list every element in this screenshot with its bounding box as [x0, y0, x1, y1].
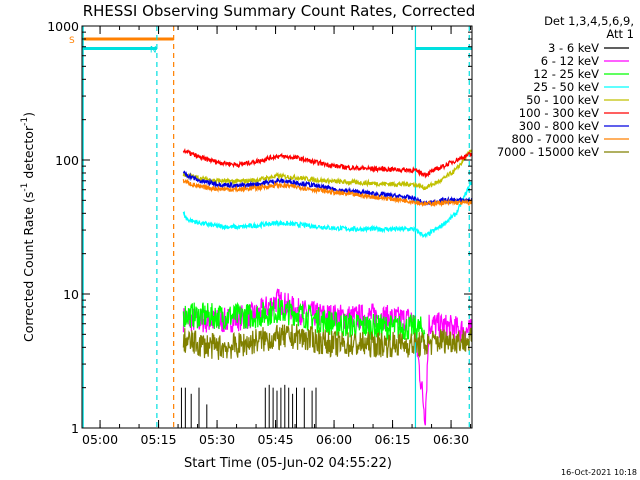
series-100-300-kev: [182, 148, 473, 179]
legend-label: 3 - 6 keV: [548, 41, 599, 55]
series-7000-15000-kev-line: [182, 324, 473, 360]
series-3-6-kev: [180, 384, 317, 428]
legend-label: 6 - 12 keV: [541, 54, 599, 68]
y-tick-label: 1: [71, 421, 79, 436]
legend-label: 300 - 800 keV: [519, 119, 599, 133]
y-tick-label: 100: [55, 153, 79, 168]
plot-frame: [81, 25, 473, 429]
x-tick-label: 06:30: [433, 432, 469, 447]
series-25-50-kev-line: [182, 180, 473, 239]
x-tick-label: 06:15: [375, 432, 411, 447]
detectors-label: Det 1,3,4,5,6,9,: [544, 14, 634, 28]
axes: 1 10 100 1000 05:00 05:15 05:30 05:45 06:00 06:15…: [47, 19, 472, 447]
series-50-100-kev: [182, 149, 473, 191]
legend-label: 800 - 7000 keV: [511, 132, 599, 146]
series-12-25-kev: [182, 298, 426, 342]
legend-label: 25 - 50 keV: [533, 80, 599, 94]
attenuator-label: Att 1: [606, 27, 634, 41]
series-800-7000-kev: [182, 178, 473, 208]
series-12-25-kev-line: [182, 298, 426, 342]
legend-label: 100 - 300 keV: [519, 106, 599, 120]
series-50-100-kev-line: [182, 149, 473, 191]
flag-label-s: S: [69, 36, 75, 46]
y-tick-label: 1000: [47, 19, 79, 34]
series-800-7000-kev-line: [182, 178, 473, 208]
legend-label: 7000 - 15000 keV: [497, 145, 599, 159]
chart-title: RHESSI Observing Summary Count Rates, Co…: [83, 2, 476, 20]
x-tick-label: 06:00: [316, 432, 352, 447]
series-25-50-kev: [182, 180, 473, 239]
x-tick-label: 05:15: [141, 432, 177, 447]
x-tick-label: 05:30: [199, 432, 235, 447]
y-tick-label: 10: [63, 287, 79, 302]
series-7000-15000-kev: [182, 324, 473, 360]
series-100-300-kev-line: [182, 148, 473, 179]
flag-label-n: N: [150, 45, 157, 55]
footer-date: 16-Oct-2021 10:18: [561, 468, 637, 477]
x-axis-label: Start Time (05-Jun-02 04:55:22): [184, 456, 392, 471]
series-6-12-kev: [182, 288, 473, 426]
y-axis-label: Corrected Count Rate (s-1 detector-1): [20, 112, 36, 342]
x-tick-label: 05:00: [82, 432, 118, 447]
series-6-12-kev-line: [182, 288, 473, 426]
x-tick-label: 05:45: [258, 432, 294, 447]
plot-area: SN: [69, 26, 473, 428]
legend-label: 50 - 100 keV: [526, 93, 599, 107]
legend-label: 12 - 25 keV: [533, 67, 599, 81]
